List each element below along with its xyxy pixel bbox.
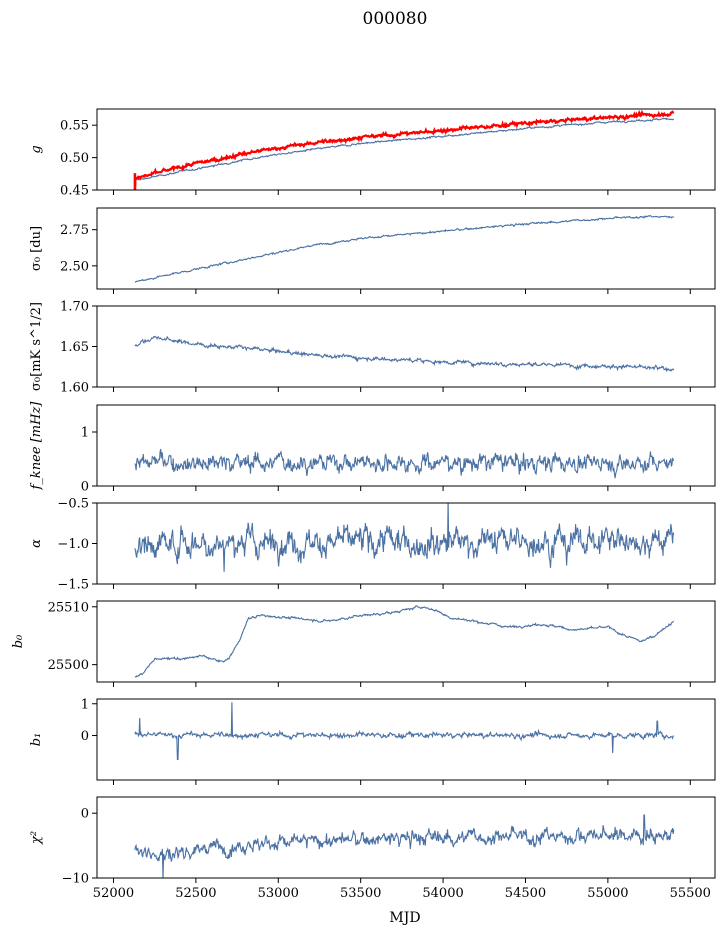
y-axis-label: χ² [29,831,44,845]
y-tick-label: 0 [81,729,89,744]
y-tick-label: 1.60 [60,381,89,396]
y-tick-label: 2.50 [60,259,89,274]
chart-panel-3: 1.60 1.65 1.70 σ₀[mK s^1/2] [29,300,716,396]
x-tick-label: 52500 [175,886,216,901]
y-tick-label: −1.0 [57,537,89,552]
y-tick-label: 0.55 [60,119,89,134]
panel-frame [96,502,716,585]
panel-frame [96,600,716,683]
panel-frame [96,796,716,879]
y-tick-label: 0.50 [60,151,89,166]
x-tick-label: 54000 [422,886,463,901]
y-tick-label: 0 [81,807,89,822]
y-tick-label: 0.45 [60,184,89,199]
chart-panel-4: 0 1 f_knee [mHz] [29,401,716,495]
chart-panel-8: −10 0 52000 52500 53000 53500 54000 54500 55000 5… [29,796,716,901]
series-line-7 [134,702,674,760]
panel-frame [96,698,716,781]
y-tick-label: −10 [62,872,89,887]
y-axis-label: g [29,145,44,153]
overlay-series-line [133,109,675,190]
y-tick-label: 0 [81,480,89,495]
panel-frame [96,305,716,388]
y-axis-label: b₀ [11,634,26,648]
x-tick-label: 53500 [340,886,381,901]
y-axis-label: α [29,539,44,548]
panel-frame [96,108,716,191]
y-tick-label: −1.5 [57,578,89,593]
y-tick-label: −0.5 [57,497,89,512]
y-axis-label: σ₀[mK s^1/2] [29,302,44,391]
panels: 0.45 0.50 0.55 g 2.50 2.75 σ₀ [du] 1.60 1.65 1.70… [11,108,716,901]
x-tick-label: 55500 [670,886,711,901]
x-axis-label: MJD [389,910,420,926]
y-tick-label: 1.70 [60,300,89,315]
y-tick-label: 1.65 [60,340,89,355]
y-axis-label: f_knee [mHz] [29,401,44,491]
y-tick-label: 1 [81,426,89,441]
panel-frame [96,404,716,487]
y-tick-label: 2.75 [60,223,89,238]
chart-panel-6: 25500 25510 b₀ [11,600,716,687]
x-tick-label: 54500 [505,886,546,901]
series-line-4 [134,448,675,479]
y-axis-label: σ₀ [du] [29,226,44,271]
chart-panel-1: 0.45 0.50 0.55 g [29,108,716,199]
series-line-5 [134,503,675,572]
y-tick-label: 25500 [48,658,89,673]
figure-title: 000080 [363,9,428,29]
series-line-6 [134,605,675,678]
series-line-8 [134,814,675,878]
series-line-1 [134,117,674,181]
x-tick-label: 52000 [93,886,134,901]
chart-panel-7: 0 1 b₁ [29,697,716,785]
y-axis-label: b₁ [29,733,44,747]
panel-frame [96,207,716,290]
x-tick-label: 55000 [587,886,628,901]
series-line-3 [134,335,675,373]
y-tick-label: 1 [81,697,89,712]
chart-panel-2: 2.50 2.75 σ₀ [du] [29,207,716,294]
series-line-2 [134,214,675,283]
y-tick-label: 25510 [48,600,89,615]
chart-panel-5: −1.5 −1.0 −0.5 α [29,497,716,593]
x-tick-label: 53000 [258,886,299,901]
